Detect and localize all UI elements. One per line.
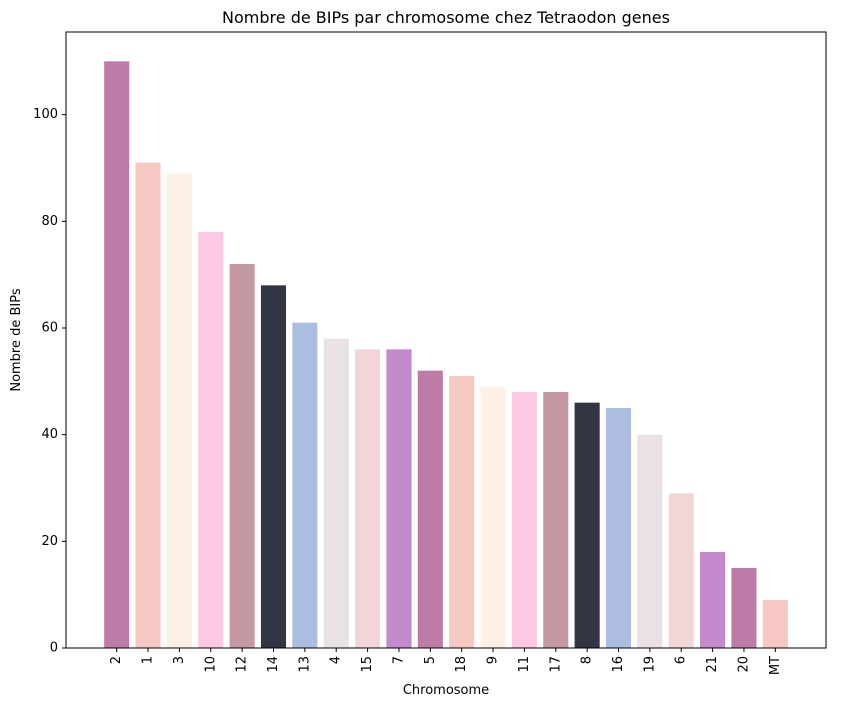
y-tick-label-40: 40 xyxy=(41,427,58,442)
bar-9 xyxy=(480,386,506,648)
bar-8 xyxy=(574,402,600,648)
x-tick-label-10: 10 xyxy=(203,656,218,673)
bar-13 xyxy=(292,322,318,648)
y-tick-label-60: 60 xyxy=(41,321,58,336)
y-tick-label-20: 20 xyxy=(41,534,58,549)
x-tick-label-20: 20 xyxy=(736,656,751,673)
x-tick-label-6: 6 xyxy=(674,656,689,664)
y-axis-label: Nombre de BIPs xyxy=(9,288,24,392)
x-tick-label-5: 5 xyxy=(423,656,438,664)
x-tick-label-3: 3 xyxy=(172,656,187,664)
bar-20 xyxy=(731,568,757,648)
bar-MT xyxy=(762,600,788,648)
bar-6 xyxy=(668,493,694,648)
x-tick-label-16: 16 xyxy=(611,656,626,673)
x-tick-label-18: 18 xyxy=(454,656,469,673)
bar-21 xyxy=(700,552,726,648)
bar-17 xyxy=(543,392,569,648)
chart-title: Nombre de BIPs par chromosome chez Tetra… xyxy=(222,8,670,27)
bar-1 xyxy=(135,162,161,649)
bar-14 xyxy=(260,285,287,648)
x-axis: 2 1 3 10 12 14 13 4 15 7 5 18 9 11 17 8 16 19 6 21 20 MT xyxy=(109,648,783,675)
y-tick-label-100: 100 xyxy=(33,107,58,122)
y-tick-label-80: 80 xyxy=(41,214,58,229)
x-tick-label-7: 7 xyxy=(391,656,406,664)
bar-2 xyxy=(104,61,130,648)
bar-15 xyxy=(355,349,381,648)
x-tick-label-9: 9 xyxy=(486,656,501,664)
x-tick-label-12: 12 xyxy=(235,656,250,673)
x-tick-label-15: 15 xyxy=(360,656,375,673)
bar-16 xyxy=(605,408,632,648)
bar-7 xyxy=(386,349,412,648)
bar-12 xyxy=(229,264,255,648)
bars-group xyxy=(104,61,788,649)
x-tick-label-17: 17 xyxy=(548,656,563,673)
x-tick-label-21: 21 xyxy=(705,656,720,673)
x-tick-label-14: 14 xyxy=(266,656,281,673)
bar-19 xyxy=(637,434,663,648)
x-tick-label-13: 13 xyxy=(297,656,312,673)
bar-5 xyxy=(417,370,443,648)
y-tick-label-0: 0 xyxy=(50,641,58,656)
bar-11 xyxy=(511,392,537,648)
plot-frame xyxy=(65,31,827,649)
x-tick-label-19: 19 xyxy=(642,656,657,673)
x-tick-label-MT: MT xyxy=(768,656,783,675)
x-axis-label: Chromosome xyxy=(403,683,489,698)
x-tick-label-1: 1 xyxy=(141,656,156,664)
x-tick-label-2: 2 xyxy=(109,656,124,664)
bar-10 xyxy=(198,232,224,648)
bar-18 xyxy=(449,376,475,648)
bar-4 xyxy=(323,338,349,648)
x-tick-label-4: 4 xyxy=(329,656,344,664)
bar-3 xyxy=(166,173,192,648)
y-axis: 0 20 40 60 80 100 xyxy=(33,107,66,656)
x-tick-label-8: 8 xyxy=(580,656,595,664)
x-tick-label-11: 11 xyxy=(517,656,532,673)
